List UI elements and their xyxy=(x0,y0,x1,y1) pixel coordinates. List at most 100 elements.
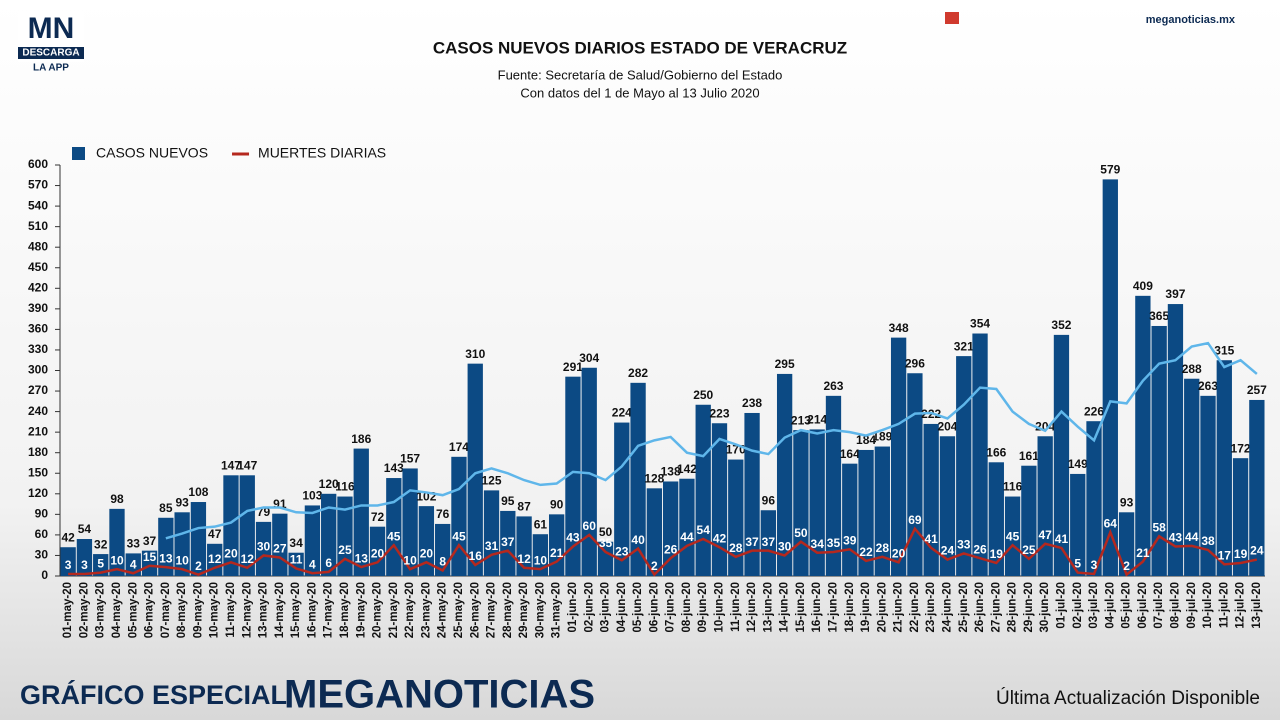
bar xyxy=(597,541,614,576)
line-label: 43 xyxy=(1169,531,1183,545)
bar xyxy=(1053,334,1070,576)
bar xyxy=(321,493,337,576)
bar xyxy=(1249,399,1265,576)
bar xyxy=(1037,436,1053,576)
line-label: 23 xyxy=(615,544,629,558)
x-tick-label: 09-may-20 xyxy=(192,582,204,638)
subtitle: Con datos del 1 de Mayo al 13 Julio 2020 xyxy=(520,85,759,100)
bar-label: 282 xyxy=(628,366,648,380)
bar xyxy=(255,521,272,576)
bar xyxy=(646,488,663,576)
x-tick-label: 19-may-20 xyxy=(355,582,367,638)
x-tick-label: 30-jun-20 xyxy=(1039,582,1051,633)
bar xyxy=(1184,378,1200,576)
bar-label: 143 xyxy=(384,461,404,475)
bar xyxy=(711,423,728,576)
x-tick-label: 01-may-20 xyxy=(62,582,74,638)
bar xyxy=(239,475,255,576)
bar xyxy=(630,382,646,576)
y-tick-label: 600 xyxy=(28,157,48,171)
line-label: 3 xyxy=(65,558,72,572)
bar-label: 213 xyxy=(791,413,811,427)
bar xyxy=(1135,295,1151,576)
bar xyxy=(744,412,760,576)
bar-label: 310 xyxy=(465,347,485,361)
y-tick-label: 120 xyxy=(28,486,48,500)
bar xyxy=(158,517,174,576)
flag-icon xyxy=(945,12,959,24)
y-tick-label: 60 xyxy=(35,527,49,541)
line-label: 3 xyxy=(81,558,88,572)
bar-label: 172 xyxy=(1231,441,1251,455)
bar-label: 157 xyxy=(400,452,420,466)
line-label: 10 xyxy=(534,553,548,567)
bar xyxy=(1200,395,1216,576)
x-tick-label: 14-jun-20 xyxy=(779,582,791,633)
x-tick-label: 31-may-20 xyxy=(551,582,563,638)
x-tick-label: 16-may-20 xyxy=(306,582,318,638)
y-tick-label: 390 xyxy=(28,301,48,315)
bar xyxy=(842,463,858,576)
bar-label: 164 xyxy=(840,447,860,461)
footer-right: Última Actualización Disponible xyxy=(996,687,1260,709)
bar-label: 33 xyxy=(127,537,141,551)
x-tick-label: 04-may-20 xyxy=(111,582,123,638)
bar-label: 186 xyxy=(351,432,371,446)
x-tick-label: 23-jun-20 xyxy=(925,582,937,633)
line-label: 3 xyxy=(1091,558,1098,572)
y-tick-label: 180 xyxy=(28,445,48,459)
bar-label: 257 xyxy=(1247,383,1267,397)
y-tick-label: 540 xyxy=(28,198,48,212)
x-tick-label: 20-jun-20 xyxy=(876,582,888,633)
bar-label: 34 xyxy=(289,536,303,550)
y-tick-label: 450 xyxy=(28,260,48,274)
bar-label: 238 xyxy=(742,396,762,410)
x-tick-label: 05-jun-20 xyxy=(632,582,644,633)
line-label: 19 xyxy=(990,547,1004,561)
bar xyxy=(581,367,597,576)
bar xyxy=(353,448,369,576)
bar-label: 93 xyxy=(175,495,189,509)
x-tick-label: 03-jul-20 xyxy=(1088,582,1100,629)
line-label: 50 xyxy=(794,526,808,540)
x-tick-label: 08-jun-20 xyxy=(681,582,693,633)
line-label: 25 xyxy=(1022,543,1036,557)
x-tick-label: 08-jul-20 xyxy=(1169,582,1181,629)
bar xyxy=(141,550,158,576)
x-tick-label: 18-may-20 xyxy=(339,582,351,638)
bar-label: 149 xyxy=(1068,457,1088,471)
bar xyxy=(890,337,907,576)
line-label: 11 xyxy=(290,553,303,567)
y-tick-label: 300 xyxy=(28,363,48,377)
site: meganoticias.mx xyxy=(1146,14,1236,26)
x-tick-label: 11-may-20 xyxy=(225,582,237,638)
bar-label: 409 xyxy=(1133,279,1153,293)
line-label: 38 xyxy=(1201,534,1215,548)
logo: MN xyxy=(28,12,75,45)
bar xyxy=(1216,360,1232,576)
x-tick-label: 22-jun-20 xyxy=(909,582,921,633)
y-tick-label: 0 xyxy=(41,568,48,582)
bar xyxy=(695,404,711,576)
line-label: 30 xyxy=(257,540,271,554)
x-tick-label: 16-jun-20 xyxy=(811,582,823,633)
x-tick-label: 27-may-20 xyxy=(486,582,498,638)
y-tick-label: 150 xyxy=(28,465,48,479)
bar-label: 85 xyxy=(159,501,173,515)
bar xyxy=(483,490,500,576)
bar-label: 365 xyxy=(1149,309,1169,323)
bar-label: 315 xyxy=(1214,343,1234,357)
bar xyxy=(565,376,581,576)
x-tick-label: 26-jun-20 xyxy=(974,582,986,633)
line-label: 21 xyxy=(1136,546,1150,560)
bar xyxy=(972,333,988,576)
bar xyxy=(1021,465,1037,576)
bar xyxy=(1118,512,1135,576)
bar-label: 54 xyxy=(78,522,92,536)
x-tick-label: 18-jun-20 xyxy=(844,582,856,633)
bar xyxy=(793,430,809,576)
bar-label: 120 xyxy=(319,477,339,491)
x-tick-label: 05-jul-20 xyxy=(1121,582,1133,629)
bar-label: 125 xyxy=(482,474,502,488)
